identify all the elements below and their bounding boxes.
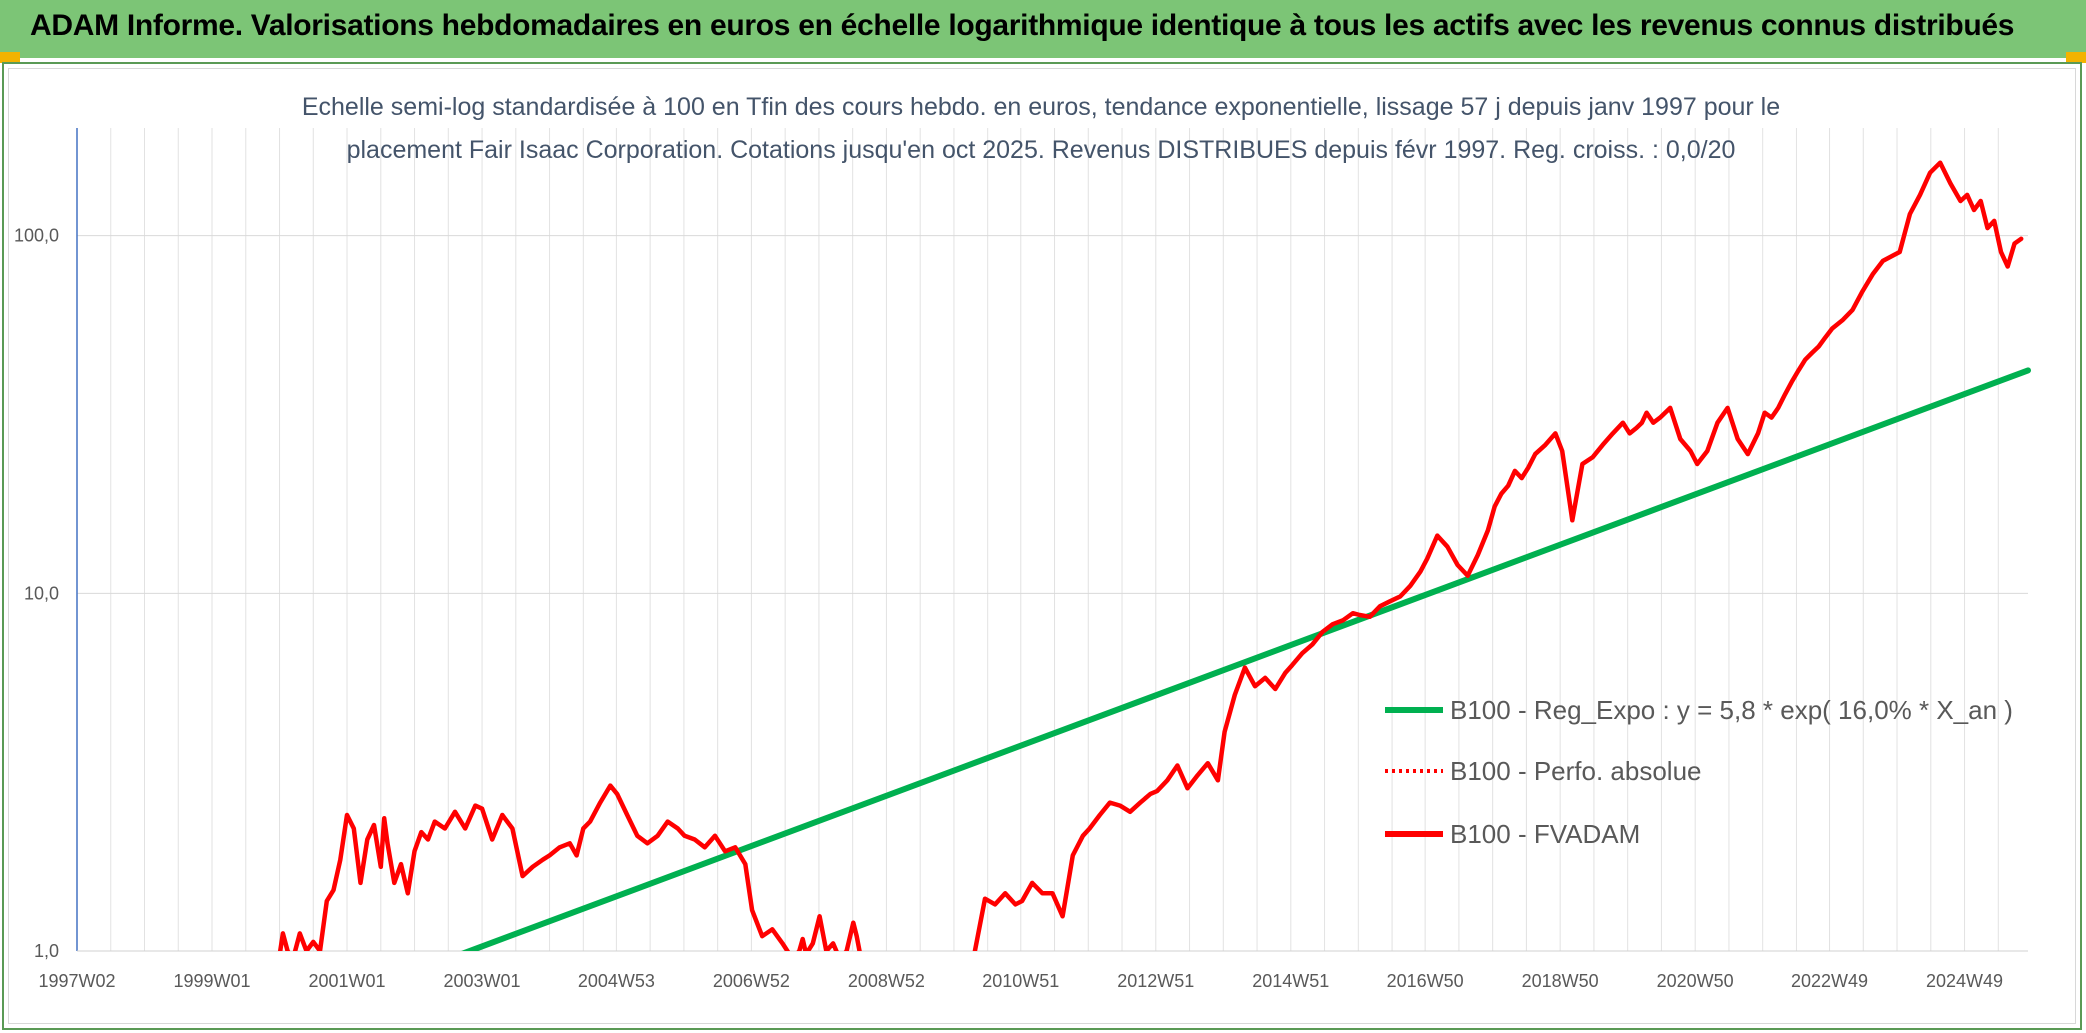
- x-tick-label: 2003W01: [444, 971, 521, 991]
- x-tick-label: 1999W01: [173, 971, 250, 991]
- x-tick-label: 2001W01: [309, 971, 386, 991]
- page-title: ADAM Informe. Valorisations hebdomadaire…: [30, 9, 2015, 42]
- x-tick-label: 2006W52: [713, 971, 790, 991]
- title-bar: ADAM Informe. Valorisations hebdomadaire…: [0, 0, 2086, 58]
- x-tick-label: 1997W02: [38, 971, 115, 991]
- x-tick-label: 2024W49: [1926, 971, 2003, 991]
- trend-line: [461, 367, 2031, 951]
- series-layer: [277, 160, 2031, 951]
- x-tick-label: 2012W51: [1117, 971, 1194, 991]
- x-tick-label: 2004W53: [578, 971, 655, 991]
- vertical-gridlines: [76, 128, 1999, 951]
- y-tick-label: 100,0: [14, 226, 59, 246]
- x-tick-label: 2014W51: [1252, 971, 1329, 991]
- corner-marker-right: [2066, 52, 2086, 63]
- legend-label-perfo: B100 - Perfo. absolue: [1450, 756, 1702, 786]
- fvadam-line-segment-2: [972, 160, 2024, 951]
- x-tick-label: 2020W50: [1657, 971, 1734, 991]
- series-group: [277, 160, 2031, 951]
- x-tick-label: 2022W49: [1791, 971, 1868, 991]
- chart-subtitle-line-1: Echelle semi-log standardisée à 100 en T…: [302, 93, 1780, 121]
- legend: B100 - Reg_Expo : y = 5,8 * exp( 16,0% *…: [1385, 695, 2013, 849]
- x-tick-labels: 1997W02 1999W01 2001W01 2003W01 2004W53 2006W…: [38, 971, 2003, 991]
- x-tick-label: 2008W52: [848, 971, 925, 991]
- y-tick-label: 10,0: [24, 583, 59, 603]
- fvadam-line-segment-1: [277, 783, 862, 951]
- horizontal-gridlines: [77, 235, 2028, 952]
- x-tick-label: 2010W51: [982, 971, 1059, 991]
- legend-label-trend: B100 - Reg_Expo : y = 5,8 * exp( 16,0% *…: [1450, 695, 2013, 725]
- x-tick-label: 2016W50: [1387, 971, 1464, 991]
- x-tick-label: 2018W50: [1522, 971, 1599, 991]
- corner-marker-left: [0, 52, 20, 63]
- y-tick-labels: 1,0 10,0 100,0: [14, 226, 59, 961]
- legend-label-fvadam: B100 - FVADAM: [1450, 819, 1640, 849]
- chart-subtitle-line-2: placement Fair Isaac Corporation. Cotati…: [347, 136, 1736, 164]
- y-tick-label: 1,0: [34, 941, 59, 961]
